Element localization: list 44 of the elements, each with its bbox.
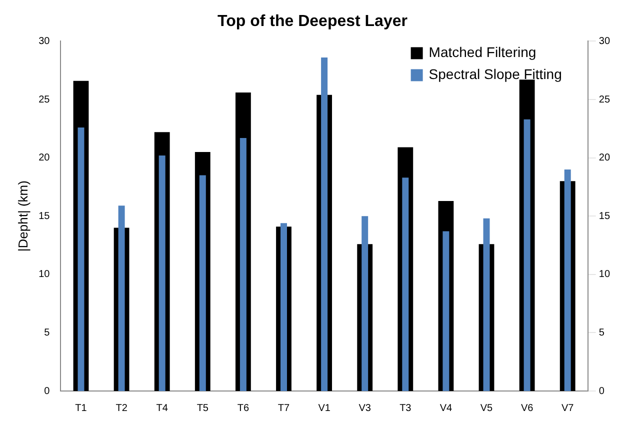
bar <box>118 206 125 391</box>
bar <box>442 231 450 391</box>
y2-tick-label: 30 <box>598 36 610 47</box>
bar <box>78 127 84 391</box>
x-tick-label: T6 <box>237 402 250 414</box>
legend-label: Spectral Slope Fitting <box>428 66 562 82</box>
y-tick-label: 25 <box>38 94 50 106</box>
bar <box>240 138 246 391</box>
bar <box>564 169 571 391</box>
y-tick-label: 15 <box>38 210 50 222</box>
x-tick-label: V7 <box>561 402 574 414</box>
y2-tick-label: 0 <box>598 386 605 397</box>
y2-tick-label: 5 <box>598 327 605 338</box>
x-tick-label: V5 <box>480 402 494 414</box>
y-tick-label: 20 <box>38 152 50 164</box>
x-tick-label: V4 <box>440 402 453 414</box>
x-tick-label: T4 <box>156 402 168 414</box>
y2-tick-label: 10 <box>598 269 610 280</box>
x-tick-label: T2 <box>116 402 128 414</box>
y2-tick-label: 25 <box>598 94 610 106</box>
x-tick-label: T5 <box>196 402 209 414</box>
x-tick-label: T3 <box>400 402 412 414</box>
y-tick-label: 5 <box>44 327 50 338</box>
y-tick-label: 10 <box>38 269 50 280</box>
bar <box>280 223 287 391</box>
bar <box>524 119 530 391</box>
bar <box>199 175 206 391</box>
y-axis-title: |Depht| (km) <box>15 180 30 252</box>
y-tick-label: 0 <box>44 386 50 397</box>
bar <box>362 216 368 391</box>
y2-tick-label: 15 <box>598 210 610 222</box>
bar <box>158 155 166 391</box>
x-tick-label: T1 <box>75 402 88 414</box>
chart-title: Top of the Deepest Layer <box>218 13 408 30</box>
x-tick-label: V6 <box>520 402 534 414</box>
y-tick-label: 30 <box>38 36 50 47</box>
y2-tick-label: 20 <box>598 152 610 164</box>
bar <box>483 218 490 391</box>
x-tick-label: V1 <box>318 402 331 414</box>
x-tick-label: T7 <box>278 402 290 414</box>
bar <box>321 58 328 391</box>
x-tick-label: V3 <box>358 402 372 414</box>
legend-label: Matched Filtering <box>428 44 536 60</box>
bar <box>402 178 409 391</box>
